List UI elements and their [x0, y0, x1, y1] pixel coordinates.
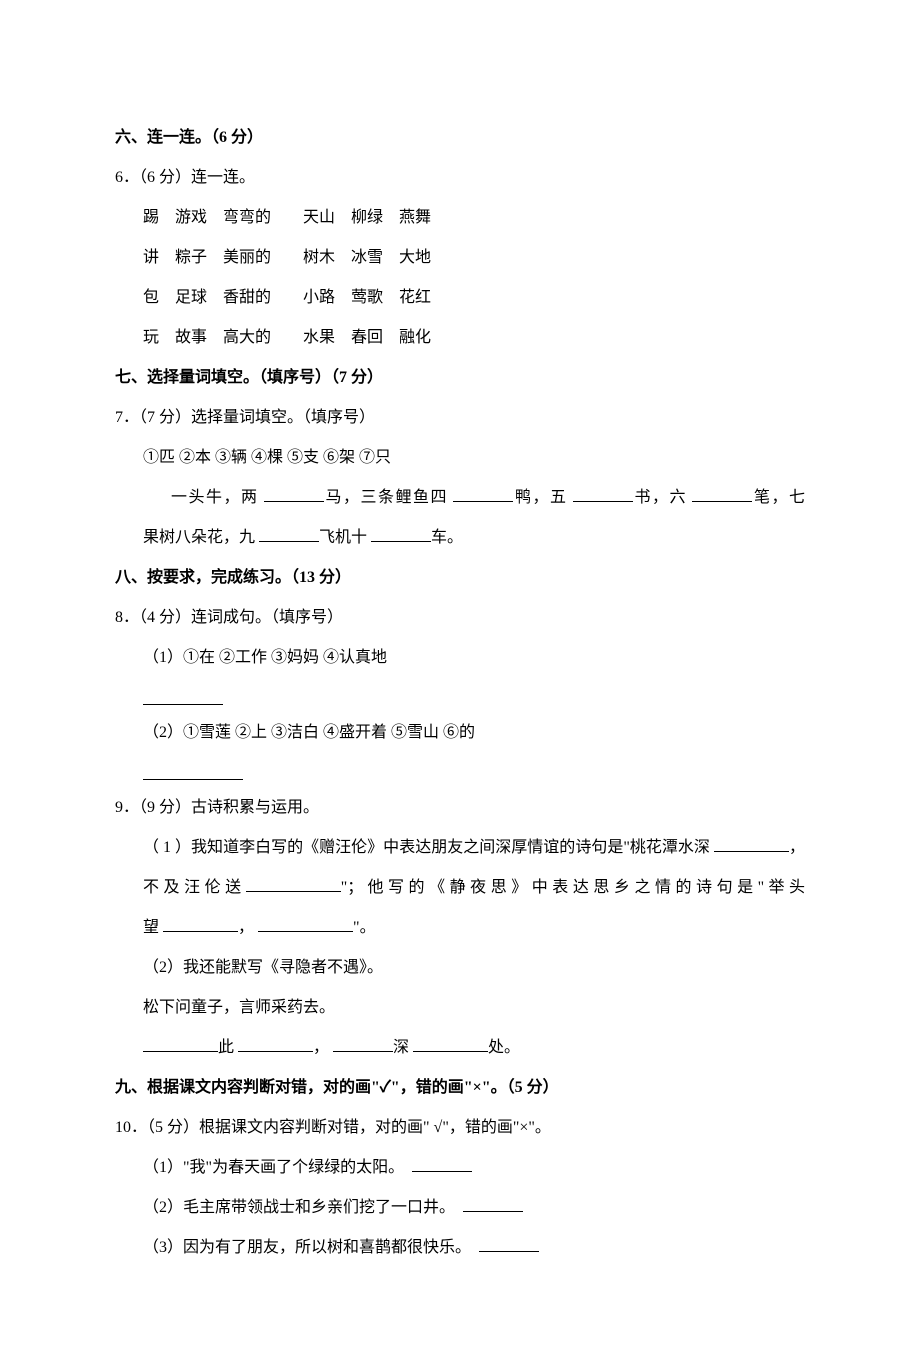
q7-text-8: 车。	[431, 529, 463, 546]
q7-text-7: 飞机十	[319, 529, 371, 546]
q10-stem: 10．（5 分）根据课文内容判断对错，对的画" √"，错的画"×"。	[115, 1108, 805, 1148]
section-9-header: 九、根据课文内容判断对错，对的画"✓"，错的画"×"。（5 分）	[115, 1068, 805, 1108]
q7-fill-line-2: 果树八朵花，九 飞机十 车。	[115, 518, 805, 558]
q6-row-2: 讲 粽子 美丽的 树木 冰雪 大地	[115, 238, 805, 278]
q10-item-2: （2）毛主席带领战士和乡亲们挖了一口井。	[115, 1188, 805, 1228]
fill-blank[interactable]	[163, 915, 238, 933]
q9-text: 此	[218, 1039, 238, 1056]
section-6-header: 六、连一连。（6 分）	[115, 118, 805, 158]
q6-stem: 6．（6 分）连一连。	[115, 158, 805, 198]
q7-fill-line-1: 一头牛，两 马，三条鲤鱼四 鸭，五 书，六 笔，七	[115, 478, 805, 518]
answer-line[interactable]	[143, 761, 243, 780]
q9-text: ，	[238, 919, 258, 936]
q7-text-1: 一头牛，两	[171, 489, 264, 506]
q9-p2: （2）我还能默写《寻隐者不遇》。	[115, 948, 805, 988]
q9-p1-line-1: （ 1 ）我知道李白写的《赠汪伦》中表达朋友之间深厚情谊的诗句是"桃花潭水深 ，	[115, 828, 805, 868]
q10-item-3: （3）因为有了朋友，所以树和喜鹊都很快乐。	[115, 1228, 805, 1268]
q9-text: ，	[789, 839, 805, 856]
section-7-header: 七、选择量词填空。（填序号）（7 分）	[115, 358, 805, 398]
q9-text: 深	[393, 1039, 413, 1056]
fill-blank[interactable]	[143, 1035, 218, 1053]
q9-p2-line-1: 松下问童子，言师采药去。	[115, 988, 805, 1028]
q6-row-4: 玩 故事 高大的 水果 春回 融化	[115, 318, 805, 358]
fill-blank[interactable]	[573, 484, 633, 502]
q9-stem: 9．（9 分）古诗积累与运用。	[115, 788, 805, 828]
q10-text: （1）"我"为春天画了个绿绿的太阳。	[143, 1159, 412, 1176]
q8-item-2: （2）①雪莲 ②上 ③洁白 ④盛开着 ⑤雪山 ⑥的	[115, 713, 805, 753]
q9-text: 望	[143, 919, 163, 936]
fill-blank[interactable]	[692, 484, 752, 502]
q7-text-2: 马，三条鲤鱼四	[324, 489, 453, 506]
fill-blank[interactable]	[413, 1035, 488, 1053]
q9-text: 处。	[488, 1039, 520, 1056]
fill-blank[interactable]	[463, 1195, 523, 1213]
q8-stem: 8．（4 分）连词成句。（填序号）	[115, 598, 805, 638]
q9-text: （ 1 ）我知道李白写的《赠汪伦》中表达朋友之间深厚情谊的诗句是"桃花潭水深	[143, 839, 714, 856]
q9-p1-line-3: 望 ， "。	[115, 908, 805, 948]
fill-blank[interactable]	[246, 875, 341, 893]
q10-text: （2）毛主席带领战士和乡亲们挖了一口井。	[143, 1199, 463, 1216]
fill-blank[interactable]	[238, 1035, 313, 1053]
fill-blank[interactable]	[371, 524, 431, 542]
q6-row-1: 踢 游戏 弯弯的 天山 柳绿 燕舞	[115, 198, 805, 238]
q7-stem: 7．（7 分）选择量词填空。（填序号）	[115, 398, 805, 438]
fill-blank[interactable]	[259, 524, 319, 542]
q9-text: "； 他 写 的 《 静 夜 思 》 中 表 达 思 乡 之 情 的 诗 句 是…	[341, 879, 805, 896]
fill-blank[interactable]	[258, 915, 353, 933]
q8-item-1: （1）①在 ②工作 ③妈妈 ④认真地	[115, 638, 805, 678]
q7-options: ①匹 ②本 ③辆 ④棵 ⑤支 ⑥架 ⑦只	[115, 438, 805, 478]
q6-row-3: 包 足球 香甜的 小路 莺歌 花红	[115, 278, 805, 318]
q10-text: （3）因为有了朋友，所以树和喜鹊都很快乐。	[143, 1239, 479, 1256]
q9-p1-line-2: 不 及 汪 伦 送 "； 他 写 的 《 静 夜 思 》 中 表 达 思 乡 之…	[115, 868, 805, 908]
fill-blank[interactable]	[264, 484, 324, 502]
section-8-header: 八、按要求，完成练习。（13 分）	[115, 558, 805, 598]
q10-item-1: （1）"我"为春天画了个绿绿的太阳。	[115, 1148, 805, 1188]
q7-text-4: 书，六	[633, 489, 693, 506]
fill-blank[interactable]	[412, 1155, 472, 1173]
q7-text-5: 笔，七	[752, 489, 805, 506]
fill-blank[interactable]	[453, 484, 513, 502]
fill-blank[interactable]	[714, 835, 789, 853]
fill-blank[interactable]	[479, 1235, 539, 1253]
q7-text-6: 果树八朵花，九	[143, 529, 259, 546]
q9-p2-fill: 此 ， 深 处。	[115, 1028, 805, 1068]
q9-text: ，	[313, 1039, 333, 1056]
fill-blank[interactable]	[333, 1035, 393, 1053]
q9-text: 不 及 汪 伦 送	[143, 879, 246, 896]
q9-text: "。	[353, 919, 376, 936]
q7-text-3: 鸭，五	[513, 489, 573, 506]
answer-line[interactable]	[143, 686, 223, 705]
